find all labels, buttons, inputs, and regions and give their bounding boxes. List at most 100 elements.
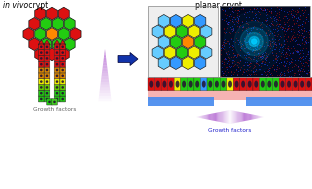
Polygon shape	[245, 113, 246, 121]
Point	[253, 61, 258, 64]
Point	[293, 9, 298, 12]
Point	[263, 51, 268, 54]
Polygon shape	[52, 17, 63, 30]
Polygon shape	[101, 79, 109, 82]
Ellipse shape	[46, 80, 48, 83]
Point	[221, 41, 226, 44]
Point	[302, 22, 307, 25]
Point	[232, 70, 236, 73]
FancyBboxPatch shape	[54, 96, 60, 102]
Polygon shape	[176, 46, 188, 59]
Point	[249, 49, 254, 52]
Polygon shape	[261, 116, 263, 118]
Point	[246, 35, 251, 38]
Point	[246, 22, 251, 25]
Point	[256, 51, 261, 54]
Point	[271, 23, 276, 26]
Point	[237, 23, 242, 26]
Point	[220, 43, 225, 46]
Point	[268, 30, 273, 33]
Point	[230, 55, 235, 58]
Point	[281, 29, 286, 32]
Point	[305, 53, 310, 56]
Point	[223, 37, 228, 40]
Point	[256, 55, 261, 58]
Point	[303, 61, 308, 64]
Point	[222, 12, 227, 15]
Bar	[148, 97, 214, 106]
Point	[237, 59, 242, 62]
Point	[236, 24, 241, 27]
Point	[228, 12, 233, 15]
Point	[304, 39, 309, 42]
Point	[296, 67, 301, 70]
Point	[282, 60, 287, 63]
Point	[237, 26, 242, 29]
Point	[302, 29, 307, 32]
Point	[287, 62, 292, 65]
Point	[264, 19, 269, 22]
Point	[225, 50, 230, 53]
Point	[241, 36, 246, 39]
Point	[274, 46, 279, 49]
Polygon shape	[29, 38, 40, 50]
Point	[285, 60, 290, 63]
Polygon shape	[216, 113, 217, 122]
Point	[222, 56, 227, 59]
Point	[256, 56, 261, 59]
FancyBboxPatch shape	[260, 78, 266, 91]
Point	[261, 55, 266, 58]
Polygon shape	[253, 115, 255, 119]
Ellipse shape	[46, 63, 48, 66]
Point	[257, 53, 262, 56]
Point	[295, 65, 300, 68]
Point	[267, 47, 272, 50]
Point	[258, 13, 263, 16]
Point	[269, 11, 274, 14]
Point	[219, 46, 224, 50]
Point	[251, 6, 256, 9]
Polygon shape	[201, 25, 212, 38]
Point	[293, 22, 298, 25]
Point	[293, 36, 298, 39]
Point	[233, 17, 238, 20]
Point	[235, 64, 240, 67]
Polygon shape	[52, 38, 63, 50]
Point	[291, 31, 296, 34]
Point	[275, 6, 280, 9]
Ellipse shape	[40, 46, 43, 48]
Ellipse shape	[40, 57, 43, 60]
Point	[266, 61, 271, 64]
Ellipse shape	[40, 92, 43, 94]
Point	[224, 65, 229, 68]
Ellipse shape	[261, 81, 265, 88]
Point	[299, 56, 304, 59]
Polygon shape	[23, 28, 34, 40]
Ellipse shape	[56, 69, 58, 71]
Ellipse shape	[169, 81, 173, 88]
Point	[252, 6, 257, 9]
Point	[220, 46, 225, 49]
Point	[245, 53, 250, 56]
Point	[254, 59, 259, 62]
Circle shape	[252, 39, 257, 44]
Point	[226, 46, 231, 49]
Point	[293, 71, 298, 74]
Point	[272, 42, 277, 45]
Ellipse shape	[46, 69, 48, 71]
Point	[290, 68, 295, 71]
Point	[276, 54, 281, 57]
Point	[224, 53, 229, 56]
Point	[247, 63, 252, 66]
Point	[295, 25, 300, 28]
Bar	[148, 90, 312, 100]
Ellipse shape	[56, 92, 58, 94]
Point	[296, 43, 301, 46]
Point	[297, 15, 302, 18]
Polygon shape	[207, 114, 208, 120]
Polygon shape	[255, 115, 256, 119]
FancyBboxPatch shape	[60, 84, 66, 90]
Polygon shape	[195, 57, 206, 70]
Point	[267, 44, 272, 47]
Point	[272, 57, 277, 60]
